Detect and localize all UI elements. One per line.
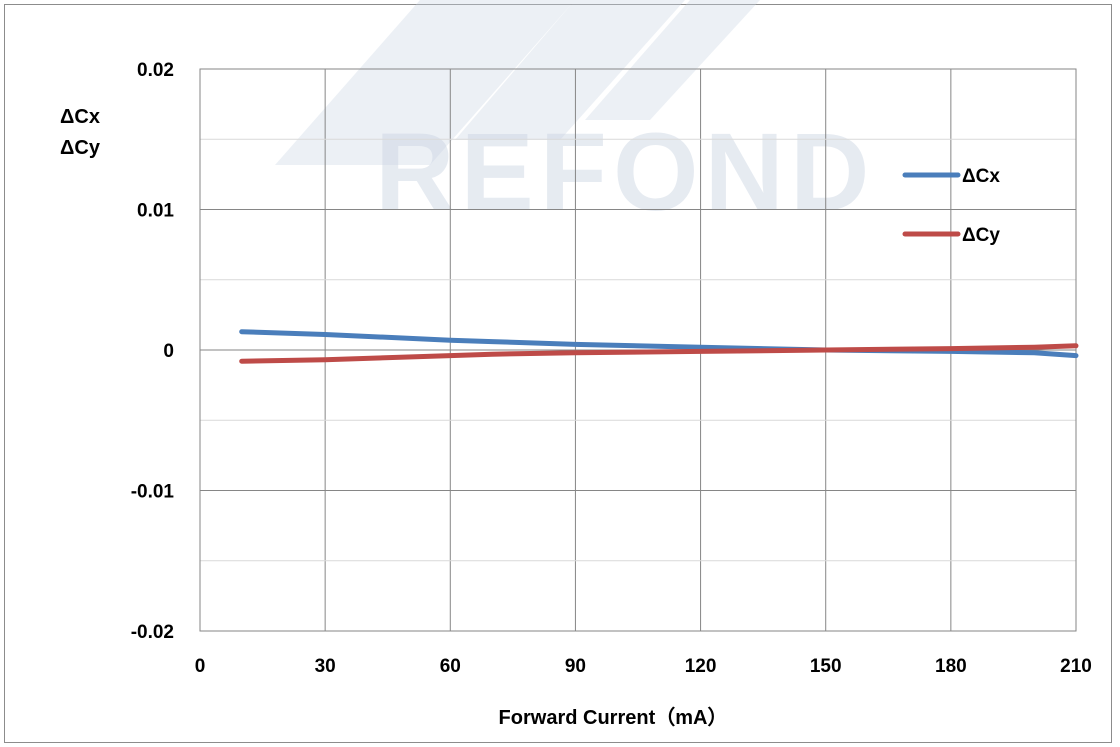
- watermark-logo-text: REFOND: [375, 111, 875, 234]
- watermark-stripe: [275, 0, 575, 165]
- axes: [199, 68, 1077, 632]
- watermark-logo: REFOND: [275, 0, 875, 234]
- watermark-stripe: [455, 0, 685, 140]
- plot-area-border: [199, 68, 1077, 632]
- y-tick-label: -0.01: [131, 482, 175, 503]
- legend-label-delta-cx: ΔCx: [962, 166, 1000, 187]
- tick-labels: 0 30 60 90 120 150 180 210 0.02 0.01 0 -0.01 -0.02: [131, 60, 1092, 677]
- watermark-stripe: [585, 0, 760, 120]
- y-tick-label: -0.02: [131, 622, 174, 643]
- x-axis-title: Forward Current（mA）: [499, 706, 728, 729]
- x-tick-label: 180: [935, 656, 967, 677]
- chart-frame: [4, 4, 1112, 743]
- x-tick-label: 120: [685, 656, 717, 677]
- series-layer: [239, 329, 1079, 364]
- x-tick-label: 60: [440, 656, 461, 677]
- y-axis-title-line-1: ΔCx: [60, 106, 100, 128]
- series-line-delta-cy: [239, 343, 1079, 364]
- x-tick-label: 210: [1060, 656, 1092, 677]
- y-tick-label: 0: [163, 341, 174, 362]
- x-tick-label: 90: [565, 656, 586, 677]
- legend-label-delta-cy: ΔCy: [962, 225, 1000, 246]
- x-tick-label: 0: [195, 656, 206, 677]
- legend: ΔCx ΔCy: [902, 166, 1000, 246]
- y-axis-title-line-2: ΔCy: [60, 137, 101, 159]
- y-tick-label: 0.01: [137, 201, 174, 222]
- x-tick-label: 30: [315, 656, 336, 677]
- series-line-delta-cx: [239, 329, 1079, 359]
- x-tick-label: 150: [810, 656, 842, 677]
- y-tick-label: 0.02: [137, 60, 174, 81]
